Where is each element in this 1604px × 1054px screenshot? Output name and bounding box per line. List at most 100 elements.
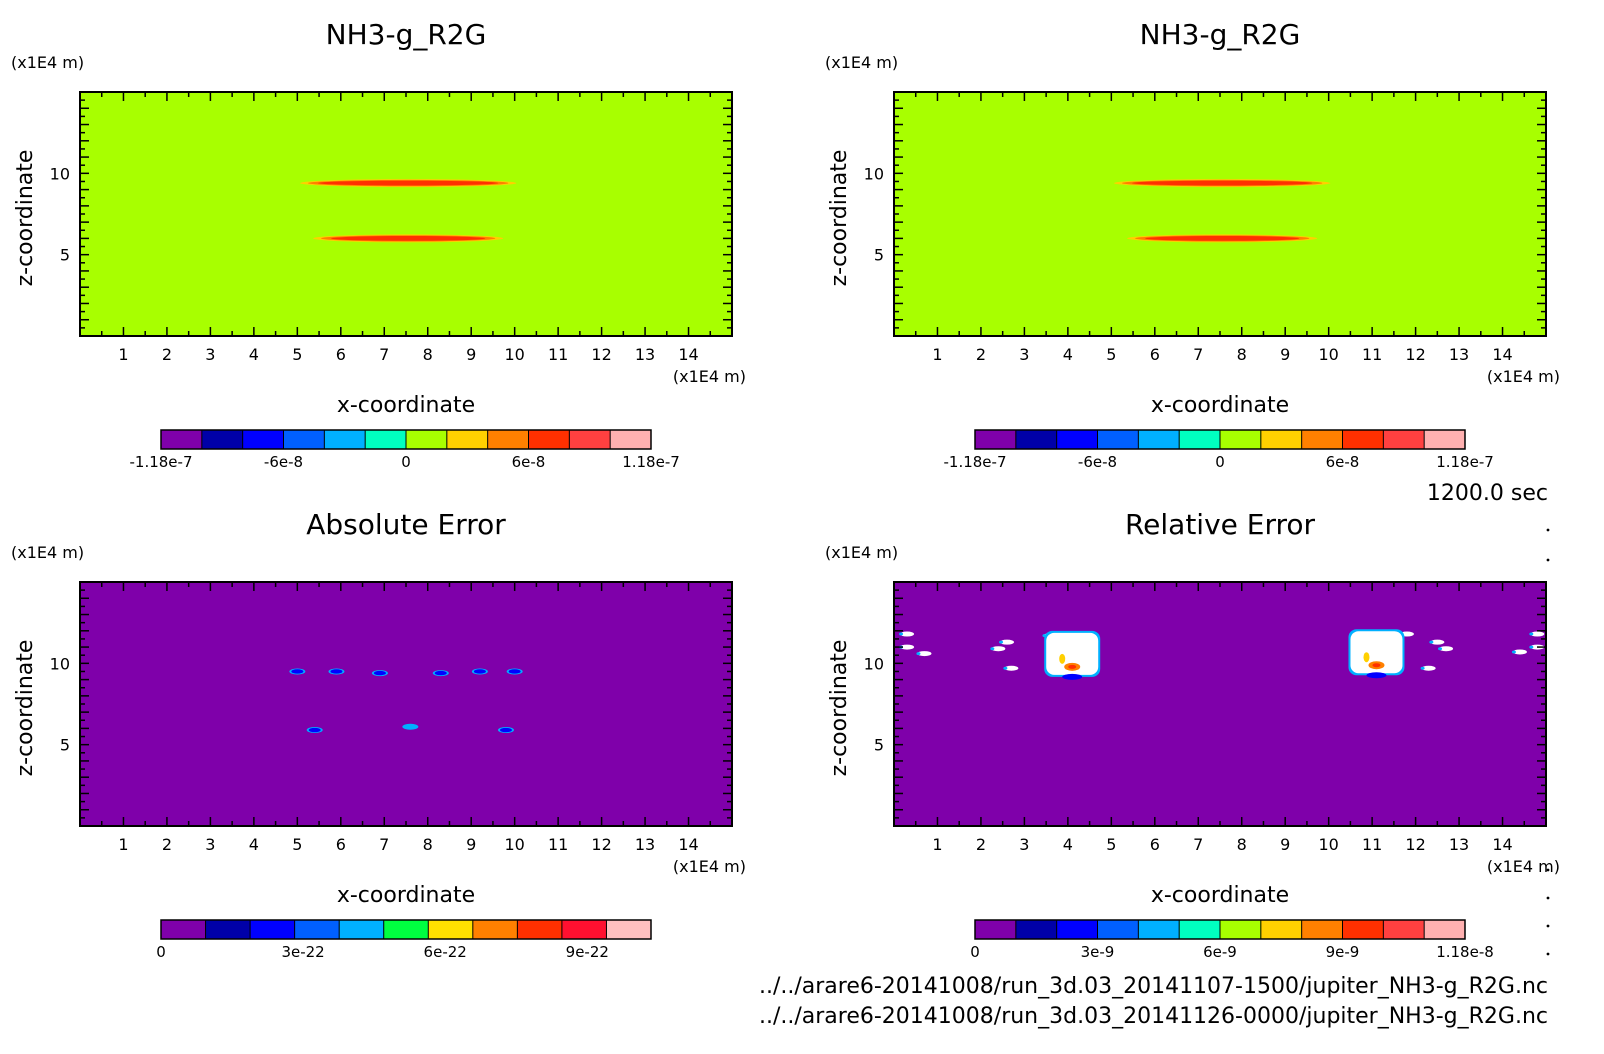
x-tick-label: 10 xyxy=(1318,345,1338,364)
error-blob xyxy=(917,651,932,657)
x-tick-label: 9 xyxy=(466,345,476,364)
colorbar-swatch xyxy=(1179,920,1221,939)
colorbar-swatch xyxy=(406,430,448,449)
error-blob xyxy=(308,727,321,733)
colorbar-swatch xyxy=(1342,430,1384,449)
x-tick-label: 10 xyxy=(504,835,524,854)
error-blob xyxy=(1439,646,1454,652)
error-blob xyxy=(1512,649,1527,655)
x-unit-label: (x1E4 m) xyxy=(1487,367,1560,386)
error-blob-edge xyxy=(999,640,1004,644)
x-unit-label: (x1E4 m) xyxy=(673,367,746,386)
x-tick-label: 5 xyxy=(292,835,302,854)
x-tick-label: 10 xyxy=(504,345,524,364)
y-unit-label: (x1E4 m) xyxy=(11,543,84,562)
x-tick-label: 7 xyxy=(379,835,389,854)
colorbar-swatch xyxy=(1138,920,1180,939)
x-tick-label: 6 xyxy=(1150,345,1160,364)
colorbar-swatch xyxy=(365,430,407,449)
x-tick-label: 6 xyxy=(1150,835,1160,854)
colorbar-tick-label: 3e-22 xyxy=(281,943,324,961)
plot-area xyxy=(894,92,1546,336)
colorbar-tick-label: -1.18e-7 xyxy=(130,453,193,471)
y-tick-label: 5 xyxy=(874,736,884,755)
error-blob xyxy=(404,724,417,729)
colorbar-tick-label: 1.18e-7 xyxy=(622,453,680,471)
x-tick-label: 4 xyxy=(249,345,259,364)
x-tick-label: 12 xyxy=(591,345,611,364)
colorbar-swatch xyxy=(161,430,203,449)
feature-streak xyxy=(313,234,504,243)
colorbar-swatch xyxy=(1424,430,1466,449)
colorbar-swatch xyxy=(1097,430,1139,449)
x-tick-label: 12 xyxy=(1405,345,1425,364)
x-tick-label: 11 xyxy=(548,345,568,364)
error-blob xyxy=(291,669,304,674)
colorbar-tick-label: 0 xyxy=(401,453,411,471)
error-blob-edge xyxy=(1429,640,1434,644)
colorbar-swatch xyxy=(242,430,284,449)
x-axis-label: x-coordinate xyxy=(1151,883,1289,908)
colorbar-swatch xyxy=(324,430,366,449)
colorbar-swatch xyxy=(1260,430,1303,449)
x-tick-label: 14 xyxy=(1492,835,1512,854)
colorbar-swatch xyxy=(569,430,611,449)
x-tick-label: 1 xyxy=(118,835,128,854)
colorbar-swatch xyxy=(1301,430,1343,449)
colorbar-tick-label: 6e-22 xyxy=(424,943,467,961)
y-axis-label: z-coordinate xyxy=(827,150,852,287)
x-tick-label: 12 xyxy=(1405,835,1425,854)
x-tick-label: 3 xyxy=(1019,835,1029,854)
colorbar: -1.18e-7 -6e-8 0 6e-8 1.18e-7 xyxy=(130,429,680,471)
y-unit-label: (x1E4 m) xyxy=(825,53,898,72)
x-tick-label: 12 xyxy=(591,835,611,854)
x-tick-label: 5 xyxy=(1106,345,1116,364)
x-tick-label: 8 xyxy=(1237,345,1247,364)
error-hotspot xyxy=(1044,630,1101,680)
colorbar-frame xyxy=(160,919,652,940)
x-tick-label: 1 xyxy=(118,345,128,364)
y-tick-label: 5 xyxy=(60,246,70,265)
x-unit-label: (x1E4 m) xyxy=(673,857,746,876)
x-tick-label: 14 xyxy=(1492,345,1512,364)
x-tick-label: 8 xyxy=(423,835,433,854)
y-tick-label: 10 xyxy=(50,654,70,673)
error-hotspot xyxy=(1348,629,1405,679)
x-tick-label: 13 xyxy=(635,835,655,854)
colorbar-swatch xyxy=(606,920,652,939)
panel-1: NH3-g_R2G(x1E4 m)1 2 3 4 5 6 7 8 9 10 11 12 13 14510(… xyxy=(11,18,746,471)
panel-4: Relative Error(x1E4 m)1 2 3 4 5 6 7 8 9 10 11 12 13 1… xyxy=(825,508,1560,961)
error-blob xyxy=(1421,665,1436,671)
y-unit-label: (x1E4 m) xyxy=(825,543,898,562)
colorbar-swatch xyxy=(1220,920,1262,939)
colorbar-tick-label: -6e-8 xyxy=(264,453,303,471)
hotspot-blue xyxy=(1062,673,1083,680)
error-blob xyxy=(508,669,521,674)
colorbar-swatch xyxy=(975,920,1017,939)
colorbar-swatch xyxy=(201,430,244,449)
hotspot-red xyxy=(1068,664,1077,669)
error-blob xyxy=(1430,639,1445,645)
colorbar-swatch xyxy=(1015,430,1058,449)
marker-dot xyxy=(1546,896,1550,900)
colorbar-tick-label: 1.18e-8 xyxy=(1436,943,1494,961)
x-tick-label: 1 xyxy=(932,835,942,854)
colorbar-swatch xyxy=(1056,920,1098,939)
x-tick-label: 3 xyxy=(205,345,215,364)
colorbar-swatch xyxy=(1015,920,1058,939)
error-blob-edge xyxy=(916,652,921,656)
x-tick-label: 13 xyxy=(1449,345,1469,364)
y-tick-label: 5 xyxy=(874,246,884,265)
colorbar-swatch xyxy=(1301,920,1343,939)
x-tick-label: 8 xyxy=(1237,835,1247,854)
colorbar-tick-label: 9e-9 xyxy=(1326,943,1360,961)
colorbar-swatch xyxy=(472,920,518,939)
x-tick-label: 7 xyxy=(379,345,389,364)
x-tick-label: 5 xyxy=(1106,835,1116,854)
colorbar-swatch xyxy=(610,430,652,449)
colorbar-tick-label: 6e-8 xyxy=(1326,453,1360,471)
x-tick-label: 4 xyxy=(1063,345,1073,364)
colorbar-swatch xyxy=(446,430,489,449)
x-tick-label: 13 xyxy=(635,345,655,364)
colorbar-tick-label: 3e-9 xyxy=(1081,943,1115,961)
